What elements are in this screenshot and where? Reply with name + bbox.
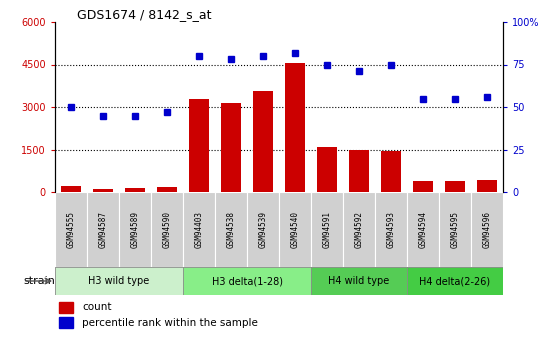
Bar: [285, 63, 305, 192]
Bar: [407, 267, 503, 295]
Text: GSM94403: GSM94403: [195, 211, 203, 248]
Bar: [87, 192, 119, 267]
Bar: [60, 302, 73, 313]
Bar: [158, 187, 176, 192]
Bar: [183, 267, 311, 295]
Text: H3 wild type: H3 wild type: [88, 276, 150, 286]
Bar: [183, 192, 215, 267]
Text: GSM94590: GSM94590: [162, 211, 172, 248]
Bar: [61, 186, 81, 192]
Text: GSM94555: GSM94555: [67, 211, 75, 248]
Bar: [375, 192, 407, 267]
Bar: [215, 192, 247, 267]
Text: H4 delta(2-26): H4 delta(2-26): [420, 276, 491, 286]
Text: GSM94596: GSM94596: [483, 211, 492, 248]
Bar: [60, 317, 73, 328]
Bar: [253, 91, 273, 192]
Text: H3 delta(1-28): H3 delta(1-28): [211, 276, 282, 286]
Bar: [471, 192, 503, 267]
Text: H4 wild type: H4 wild type: [328, 276, 390, 286]
Text: GSM94540: GSM94540: [291, 211, 300, 248]
Bar: [222, 103, 240, 192]
Bar: [125, 188, 145, 192]
Bar: [247, 192, 279, 267]
Bar: [413, 181, 433, 192]
Bar: [381, 151, 401, 192]
Text: GSM94539: GSM94539: [258, 211, 267, 248]
Text: GSM94595: GSM94595: [450, 211, 459, 248]
Bar: [55, 192, 87, 267]
Bar: [151, 192, 183, 267]
Bar: [317, 147, 337, 192]
Bar: [445, 181, 465, 192]
Text: strain: strain: [23, 276, 55, 286]
Text: GSM94587: GSM94587: [98, 211, 108, 248]
Bar: [55, 267, 183, 295]
Bar: [439, 192, 471, 267]
Bar: [407, 192, 439, 267]
Bar: [311, 192, 343, 267]
Text: GSM94594: GSM94594: [419, 211, 428, 248]
Bar: [349, 149, 369, 192]
Text: GSM94589: GSM94589: [131, 211, 139, 248]
Bar: [189, 99, 209, 192]
Bar: [343, 192, 375, 267]
Text: GSM94592: GSM94592: [355, 211, 364, 248]
Text: count: count: [82, 303, 111, 313]
Bar: [119, 192, 151, 267]
Text: GSM94538: GSM94538: [226, 211, 236, 248]
Bar: [94, 189, 112, 192]
Bar: [477, 179, 497, 192]
Text: GDS1674 / 8142_s_at: GDS1674 / 8142_s_at: [77, 8, 212, 21]
Bar: [279, 192, 311, 267]
Bar: [311, 267, 407, 295]
Text: GSM94593: GSM94593: [386, 211, 395, 248]
Text: GSM94591: GSM94591: [322, 211, 331, 248]
Text: percentile rank within the sample: percentile rank within the sample: [82, 318, 258, 328]
